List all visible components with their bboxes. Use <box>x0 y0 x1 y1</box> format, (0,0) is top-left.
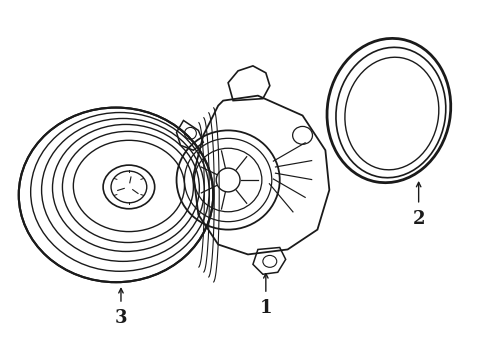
Text: 3: 3 <box>115 309 127 327</box>
Text: 2: 2 <box>413 210 425 228</box>
Text: 1: 1 <box>260 299 272 317</box>
